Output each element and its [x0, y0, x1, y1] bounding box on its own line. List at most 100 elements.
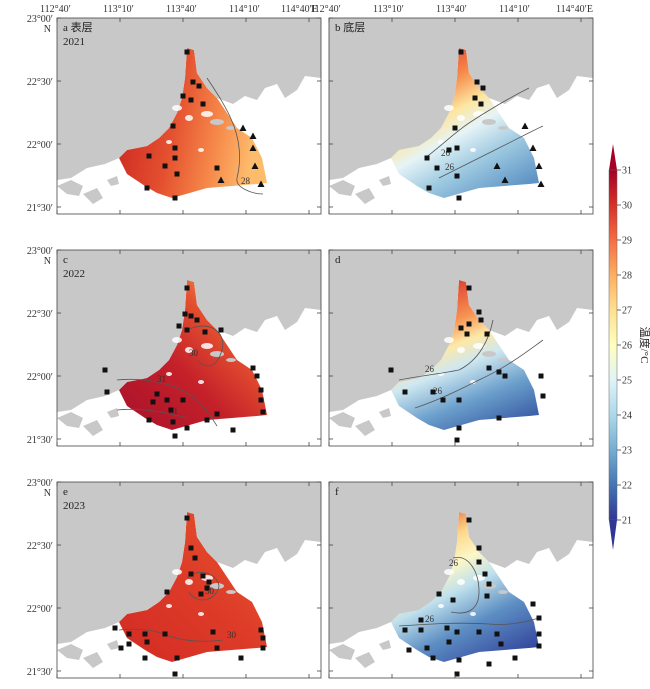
estuary-shoal: [210, 583, 224, 589]
island: [198, 148, 204, 152]
panel-title: d: [335, 254, 341, 266]
station-marker-square: [146, 153, 152, 159]
station-marker-triangle: [249, 132, 257, 139]
panel-year: 2023: [63, 500, 86, 512]
station-marker-square: [112, 625, 118, 631]
station-marker-square: [176, 323, 182, 329]
estuary-shoal: [498, 590, 508, 594]
station-marker-square: [476, 309, 482, 315]
left-axis-label: 23°00′: [27, 246, 53, 257]
station-marker-square: [172, 671, 178, 677]
land-area: [329, 644, 355, 660]
station-marker-square: [172, 155, 178, 161]
panel-title: a 表层: [63, 20, 93, 34]
land-area: [83, 188, 103, 204]
land-area: [57, 412, 83, 428]
station-marker-square: [260, 409, 266, 415]
land-area: [355, 420, 375, 436]
colorbar-bar: [608, 169, 618, 521]
station-marker-square: [204, 585, 210, 591]
island: [473, 575, 485, 581]
station-marker-square: [538, 373, 544, 379]
isotherm-label: 28: [241, 176, 251, 186]
station-marker-square: [454, 173, 460, 179]
station-marker-square: [436, 591, 442, 597]
left-axis-label: 22°30′: [27, 541, 53, 552]
colorbar-top-arrow: [609, 144, 617, 170]
station-marker-square: [198, 591, 204, 597]
panel-year: 2021: [63, 36, 85, 48]
isotherm-label: 30: [205, 586, 215, 596]
station-marker-square: [184, 425, 190, 431]
island: [444, 105, 454, 111]
station-marker-square: [194, 317, 200, 323]
station-marker-square: [496, 415, 502, 421]
station-marker-square: [536, 615, 542, 621]
station-marker-square: [260, 645, 266, 651]
island: [457, 347, 465, 353]
land-area: [329, 250, 593, 412]
land-area: [57, 482, 321, 644]
isotherm-line: [438, 125, 544, 179]
station-marker-square: [200, 101, 206, 107]
panel-year: 2022: [63, 268, 85, 280]
station-marker-square: [254, 373, 260, 379]
map-panel-d: 26 26 d: [328, 249, 594, 447]
station-marker-square: [458, 325, 464, 331]
isotherm-line: [118, 628, 224, 642]
station-marker-square: [180, 397, 186, 403]
top-axis-label-3: 113°40′: [166, 4, 197, 15]
land-area: [57, 644, 83, 660]
station-marker-triangle: [521, 122, 529, 129]
station-marker-square: [456, 425, 462, 431]
station-marker-square: [150, 399, 156, 405]
island: [470, 380, 476, 384]
top-axis-label-2: 113°10′: [103, 4, 134, 15]
station-marker-square: [202, 329, 208, 335]
island: [444, 569, 454, 575]
station-marker-square: [418, 627, 424, 633]
island: [185, 347, 193, 353]
panel-title: e: [63, 486, 68, 498]
land-area: [355, 188, 375, 204]
station-marker-square: [162, 631, 168, 637]
top-axis-label-9: 114°10′: [499, 4, 530, 15]
station-marker-square: [174, 655, 180, 661]
station-marker-square: [430, 389, 436, 395]
island: [444, 337, 454, 343]
left-axis-label: 22°00′: [27, 372, 53, 383]
station-marker-square: [458, 49, 464, 55]
colorbar-tick-label: 27: [622, 306, 632, 317]
temperature-field: [119, 512, 267, 662]
station-marker-square: [454, 671, 460, 677]
station-marker-square: [188, 313, 194, 319]
panel-title: f: [335, 486, 339, 498]
map-panel-c: 303131c202223°00′22°30′22°00′21°30′N: [27, 246, 322, 447]
temperature-field: [119, 48, 267, 198]
isotherm-line: [424, 87, 530, 159]
station-marker-square: [494, 631, 500, 637]
station-marker-square: [484, 593, 490, 599]
panel-title: c: [63, 254, 68, 266]
station-marker-triangle: [249, 144, 257, 151]
land-area: [57, 180, 83, 196]
station-marker-triangle: [251, 162, 259, 169]
station-marker-square: [154, 391, 160, 397]
station-marker-triangle: [537, 180, 545, 187]
map-panel-f: 26 26 f: [328, 481, 594, 679]
station-marker-square: [144, 185, 150, 191]
isotherm-label: 26: [449, 558, 459, 568]
station-marker-square: [496, 369, 502, 375]
station-marker-square: [214, 411, 220, 417]
station-marker-square: [450, 597, 456, 603]
station-marker-square: [104, 389, 110, 395]
estuary-shoal: [226, 358, 236, 362]
station-marker-square: [188, 571, 194, 577]
station-marker-square: [480, 85, 486, 91]
land-area: [329, 412, 355, 428]
station-marker-triangle: [529, 144, 537, 151]
colorbar-tick-label: 21: [622, 516, 632, 527]
north-label: N: [44, 24, 51, 35]
panel-frame: [328, 481, 594, 679]
